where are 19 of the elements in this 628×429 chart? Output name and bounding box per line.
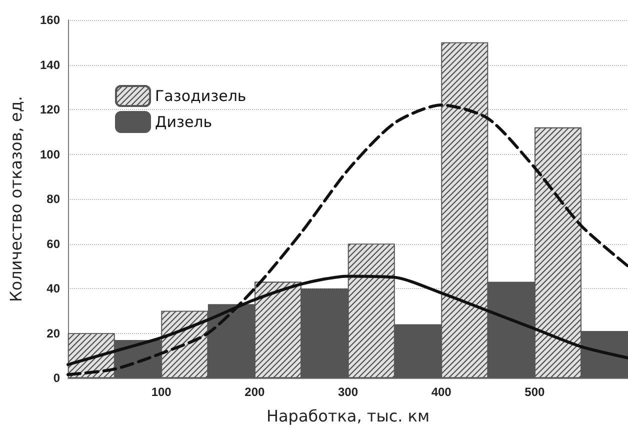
- y-axis-title: Количество отказов, ед.: [6, 96, 26, 302]
- y-tick-label: 0: [53, 371, 60, 385]
- y-tick-label: 140: [40, 58, 60, 72]
- y-tick-label: 20: [46, 326, 60, 340]
- x-axis-title: Наработка, тыс. км: [266, 406, 430, 426]
- y-tick-label: 60: [46, 236, 60, 251]
- x-tick-label: 400: [431, 385, 452, 399]
- legend-label: Дизель: [155, 113, 212, 131]
- y-tick-label: 40: [46, 282, 60, 296]
- line-series: [66, 104, 628, 376]
- y-tick-label: 100: [40, 147, 60, 162]
- x-tick-label: 100: [151, 385, 172, 399]
- y-tick-label: 80: [46, 192, 60, 206]
- x-tick-label: 200: [244, 385, 265, 399]
- legend-label: Газодизель: [155, 87, 246, 105]
- y-tick-label: 120: [40, 102, 60, 116]
- x-tick-label: 300: [338, 385, 358, 399]
- y-tick-label: 160: [40, 13, 60, 27]
- x-tick-label: 500: [524, 385, 545, 399]
